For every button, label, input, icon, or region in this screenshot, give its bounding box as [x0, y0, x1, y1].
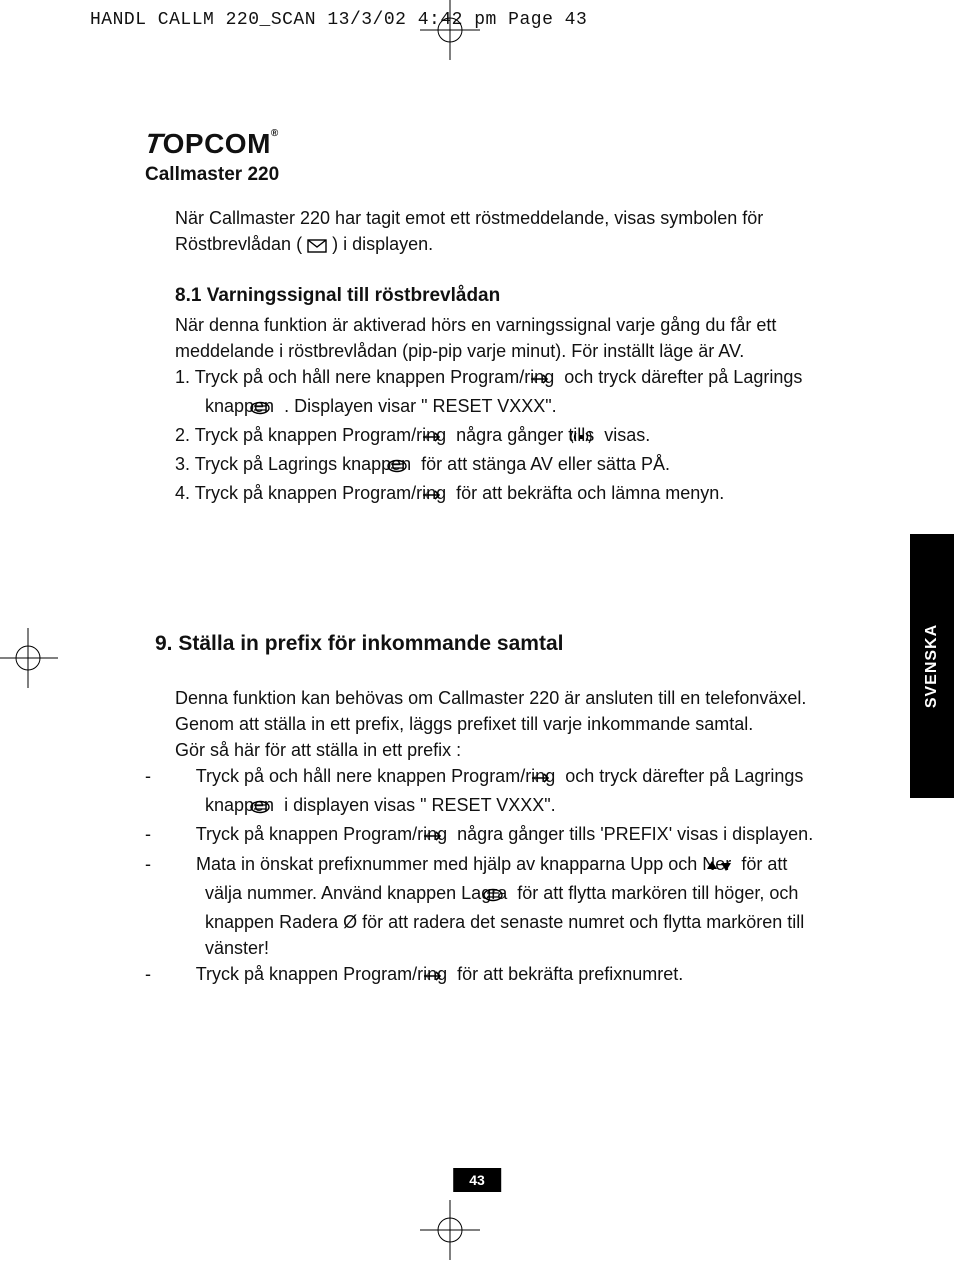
page: HANDL CALLM 220_SCAN 13/3/02 4:42 pm Pag… [0, 0, 954, 1258]
intro-text-b: ) i displayen. [332, 234, 433, 254]
section-8-1-steps: 1. Tryck på och håll nere knappen Progra… [175, 364, 815, 509]
brand-registered: ® [271, 128, 279, 139]
bullet-4-b: för att bekräfta prefixnumret. [457, 964, 683, 984]
step-4: 4. Tryck på knappen Program/ring för att… [175, 480, 815, 509]
envelope-icon [307, 234, 327, 260]
scan-header: HANDL CALLM 220_SCAN 13/3/02 4:42 pm Pag… [90, 10, 587, 30]
section-9-lead-2: Gör så här för att ställa in ett prefix … [175, 737, 815, 763]
content-block-1: När Callmaster 220 har tagit emot ett rö… [175, 205, 815, 509]
step-1: 1. Tryck på och håll nere knappen Progra… [175, 364, 815, 422]
bullet-4-a: Tryck på knappen Program/ring [196, 964, 452, 984]
intro-text-a: När Callmaster 220 har tagit emot ett rö… [175, 208, 763, 254]
section-8-1-lead: När denna funktion är aktiverad hörs en … [175, 312, 815, 364]
bullet-2-a: Tryck på knappen Program/ring [196, 824, 452, 844]
brand-name-text: OPCOM [163, 128, 271, 159]
bullet-1: Tryck på och håll nere knappen Program/r… [175, 763, 815, 821]
step-3-a: 3. Tryck på Lagrings knappen [175, 454, 416, 474]
step-3-b: för att stänga AV eller sätta PÅ. [421, 454, 670, 474]
step-4-b: för att bekräfta och lämna menyn. [456, 483, 724, 503]
bullet-1-c: i displayen visas " RESET VXXX". [284, 795, 556, 815]
bullet-2: Tryck på knappen Program/ring några gång… [175, 821, 815, 850]
bullet-2-b: några gånger tills 'PREFIX' visas i disp… [457, 824, 813, 844]
step-2-c: visas. [604, 425, 650, 445]
language-tab-label: SVENSKA [923, 624, 941, 708]
brand-block: TOPCOM® Callmaster 220 [145, 128, 279, 186]
bullet-3-a: Mata in önskat prefixnummer med hjälp av… [196, 854, 736, 874]
registration-mark-left [0, 628, 58, 688]
language-tab: SVENSKA [910, 534, 954, 798]
step-1-c: . Displayen visar " RESET VXXX". [284, 396, 557, 416]
step-2-a: 2. Tryck på knappen Program/ring [175, 425, 451, 445]
brand-logo: TOPCOM® [145, 128, 279, 160]
bullet-1-a: Tryck på och håll nere knappen Program/r… [196, 766, 561, 786]
step-3: 3. Tryck på Lagrings knappen för att stä… [175, 451, 815, 480]
page-number: 43 [453, 1168, 501, 1192]
intro-paragraph: När Callmaster 220 har tagit emot ett rö… [175, 205, 815, 260]
content-block-2: Denna funktion kan behövas om Callmaster… [175, 685, 815, 990]
registration-mark-top [420, 0, 480, 60]
step-4-a: 4. Tryck på knappen Program/ring [175, 483, 451, 503]
brand-model: Callmaster 220 [145, 164, 279, 186]
step-1-a: 1. Tryck på och håll nere knappen Progra… [175, 367, 559, 387]
registration-mark-bottom [420, 1200, 480, 1260]
section-9-lead-1: Denna funktion kan behövas om Callmaster… [175, 685, 815, 737]
section-9-heading: 9. Ställa in prefix för inkommande samta… [155, 632, 563, 656]
section-9-bullets: Tryck på och håll nere knappen Program/r… [175, 763, 815, 990]
bullet-3: Mata in önskat prefixnummer med hjälp av… [175, 851, 815, 961]
section-8-1-heading: 8.1 Varningssignal till röstbrevlådan [175, 282, 815, 310]
step-2: 2. Tryck på knappen Program/ring några g… [175, 422, 815, 451]
bullet-4: Tryck på knappen Program/ring för att be… [175, 961, 815, 990]
